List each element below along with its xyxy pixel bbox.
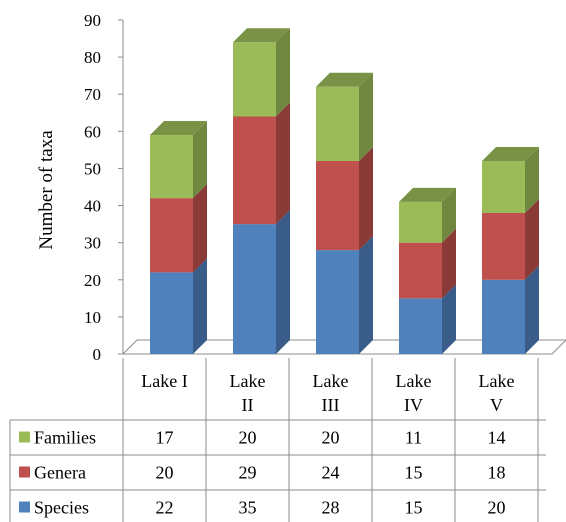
table-cell-value: 17 <box>156 428 174 448</box>
bar-families-top <box>233 28 290 43</box>
bar-species-front <box>316 250 359 354</box>
bar-species-side <box>359 236 373 354</box>
y-tick-label: 20 <box>84 271 101 290</box>
bar-families-top <box>482 147 539 162</box>
bar-species-front <box>482 279 525 354</box>
legend-swatch-genera <box>19 466 30 478</box>
bar-group <box>482 147 539 354</box>
bar-group <box>316 72 373 354</box>
x-category-label: Lake <box>313 371 349 391</box>
x-category-label: Lake I <box>141 371 187 391</box>
bar-genera-front <box>399 242 442 299</box>
bar-families-side <box>442 187 456 243</box>
table-cell-value: 20 <box>239 428 257 448</box>
bar-families-top <box>316 72 373 87</box>
bar-genera-front <box>233 116 276 225</box>
x-category-label: Lake <box>479 371 515 391</box>
x-category-label-line2: IV <box>404 395 423 415</box>
y-tick-label: 0 <box>93 345 102 364</box>
bar-group <box>150 121 207 354</box>
bar-families-front <box>150 135 193 199</box>
table-cell-value: 18 <box>488 463 506 483</box>
bar-genera-side <box>276 102 290 225</box>
bar-genera-front <box>150 198 193 273</box>
table-cell-value: 22 <box>156 498 174 518</box>
y-tick-label: 90 <box>84 11 101 30</box>
bar-genera-side <box>359 147 373 251</box>
bar-families-top <box>150 121 207 136</box>
bar-genera-side <box>525 198 539 280</box>
x-category-label: Lake <box>396 371 432 391</box>
bars <box>150 28 539 354</box>
table-cell-value: 20 <box>322 428 340 448</box>
bar-families-front <box>482 161 525 213</box>
bar-genera-front <box>482 212 525 280</box>
bar-species-front <box>150 272 193 354</box>
y-tick-label: 10 <box>84 308 101 327</box>
bar-genera-side <box>193 184 207 273</box>
bar-families-front <box>316 86 359 162</box>
bar-families-front <box>233 42 276 117</box>
bar-genera-side <box>442 228 456 299</box>
bar-species-side <box>442 284 456 354</box>
bar-species-side <box>525 265 539 354</box>
y-tick-label: 30 <box>84 234 101 253</box>
bar-species-side <box>193 258 207 354</box>
y-tick-label: 80 <box>84 48 101 67</box>
y-axis-label: Number of taxa <box>36 130 57 250</box>
y-tick-label: 40 <box>84 197 101 216</box>
legend-swatch-families <box>19 431 30 443</box>
table-cell-value: 20 <box>156 463 174 483</box>
bar-families-top <box>399 187 456 202</box>
table-cell-value: 24 <box>322 463 340 483</box>
table-cell-value: 14 <box>488 428 506 448</box>
table-cell-value: 11 <box>405 428 422 448</box>
bar-families-side <box>359 72 373 162</box>
x-category-label-line2: II <box>242 395 254 415</box>
y-tick-label: 50 <box>84 159 101 178</box>
bar-genera-front <box>316 161 359 251</box>
legend-label-genera: Genera <box>34 463 86 483</box>
x-category-label-line2: V <box>490 395 503 415</box>
legend-label-species: Species <box>34 498 89 518</box>
legend-label-families: Families <box>34 428 96 448</box>
bar-families-front <box>399 201 442 243</box>
bar-species-side <box>276 210 290 354</box>
bar-families-side <box>276 28 290 117</box>
table-cell-value: 20 <box>488 498 506 518</box>
bar-families-side <box>193 121 207 199</box>
legend-swatch-species <box>19 501 30 513</box>
y-tick-label: 70 <box>84 85 101 104</box>
data-table: Lake I Lake II Lake III Lake IV Lake V Families 17… <box>9 358 546 522</box>
table-cell-value: 15 <box>405 498 423 518</box>
bar-families-side <box>525 147 539 213</box>
table-cell-value: 29 <box>239 463 257 483</box>
bar-species-front <box>233 224 276 354</box>
x-category-label-line2: III <box>322 395 340 415</box>
y-tick-label: 60 <box>84 122 101 141</box>
table-cell-value: 35 <box>239 498 257 518</box>
bar-group <box>233 28 290 354</box>
table-cell-value: 15 <box>405 463 423 483</box>
x-category-label: Lake <box>230 371 266 391</box>
table-cell-value: 28 <box>322 498 340 518</box>
bar-species-front <box>399 298 442 354</box>
bar-group <box>399 187 456 354</box>
